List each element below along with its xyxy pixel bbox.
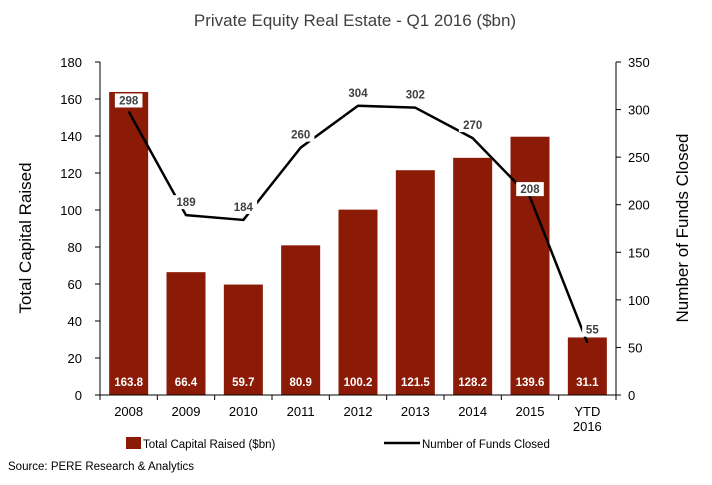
bar: [109, 91, 149, 395]
right-tick-label: 250: [628, 150, 650, 165]
left-tick-label: 20: [68, 351, 82, 366]
left-tick-label: 180: [60, 55, 82, 70]
x-tick-label: 2015: [516, 404, 545, 419]
legend-label-line: Number of Funds Closed: [422, 439, 550, 451]
bar-value-label: 66.4: [175, 377, 198, 389]
line-value-label: 270: [463, 120, 482, 132]
left-tick-label: 160: [60, 92, 82, 107]
x-tick-label: 2009: [172, 404, 201, 419]
line-label-background: [286, 127, 315, 142]
left-axis-label: Total Capital Raised: [16, 162, 35, 313]
x-tick-label: 2011: [287, 404, 315, 419]
line-value-label: 189: [176, 197, 195, 209]
bar-value-label: 59.7: [232, 377, 254, 389]
axes: 0 20 40 60 80 100 120 140 160 180 0 50 100 150 200 250 3…: [60, 55, 649, 434]
left-tick-label: 100: [60, 203, 82, 218]
funds-closed-line: [127, 104, 589, 344]
bar: [510, 136, 550, 396]
line-label-background: [401, 87, 430, 102]
bar-value-label: 31.1: [576, 377, 599, 389]
bar-value-label: 100.2: [344, 377, 373, 389]
line-value-label: 304: [348, 88, 368, 100]
bar-value-label: 80.9: [289, 377, 311, 389]
x-tick-label: 2014: [458, 404, 487, 419]
right-tick-label: 50: [628, 340, 642, 355]
x-tick-label: 2010: [229, 404, 258, 419]
left-tick-label: 120: [60, 166, 82, 181]
chart-title: Private Equity Real Estate - Q1 2016 ($b…: [194, 11, 516, 30]
legend: Total Capital Raised ($bn) Number of Fun…: [126, 437, 550, 451]
right-tick-label: 350: [628, 55, 650, 70]
x-tick-label: 2008: [114, 404, 143, 419]
line-value-label: 184: [234, 202, 254, 214]
bar: [223, 284, 263, 395]
left-tick-label: 60: [68, 277, 82, 292]
right-tick-label: 150: [628, 245, 650, 260]
bar: [395, 170, 435, 395]
bar-value-label: 121.5: [401, 377, 430, 389]
line-label-background: [458, 118, 487, 133]
bar-value-label: 139.6: [516, 377, 545, 389]
right-tick-label: 300: [628, 103, 650, 118]
line-label-background: [172, 195, 200, 210]
line-label-background: [516, 182, 544, 197]
right-tick-label: 0: [628, 388, 635, 403]
x-tick-label: YTD: [574, 404, 600, 419]
bar: [281, 245, 321, 395]
left-tick-label: 80: [68, 240, 82, 255]
left-tick-label: 140: [60, 129, 82, 144]
bar-value-label: 163.8: [114, 377, 143, 389]
line-label-background: [114, 93, 143, 108]
x-tick-label: 2012: [344, 404, 373, 419]
bar-value-label: 128.2: [458, 377, 487, 389]
left-tick-label: 0: [75, 388, 82, 403]
line-label-background: [344, 85, 372, 100]
bar: [567, 337, 607, 395]
bar: [166, 272, 206, 395]
line-label-background: [582, 322, 603, 337]
right-axis-label: Number of Funds Closed: [673, 134, 692, 323]
legend-swatch-bars: [126, 437, 141, 449]
right-tick-label: 200: [628, 198, 650, 213]
line-value-label: 55: [586, 325, 599, 337]
source-note: Source: PERE Research & Analytics: [8, 461, 194, 473]
right-tick-label: 100: [628, 293, 650, 308]
line-value-label: 298: [119, 95, 139, 107]
legend-label-bars: Total Capital Raised ($bn): [143, 439, 275, 451]
bar: [453, 157, 493, 395]
line-series: 298 189 184 260 304 302 270 208 55: [114, 85, 603, 344]
bar-series: 163.8 66.4 59.7 80.9 100.2 121.5 128.2 139.6 31.…: [109, 91, 607, 396]
line-label-background: [229, 199, 258, 214]
left-tick-label: 40: [68, 314, 82, 329]
line-value-label: 302: [406, 90, 425, 102]
line-value-label: 260: [291, 130, 310, 142]
line-value-label: 208: [520, 184, 540, 196]
bar: [338, 209, 378, 395]
x-tick-label: 2016: [573, 419, 602, 434]
x-tick-label: 2013: [401, 404, 430, 419]
